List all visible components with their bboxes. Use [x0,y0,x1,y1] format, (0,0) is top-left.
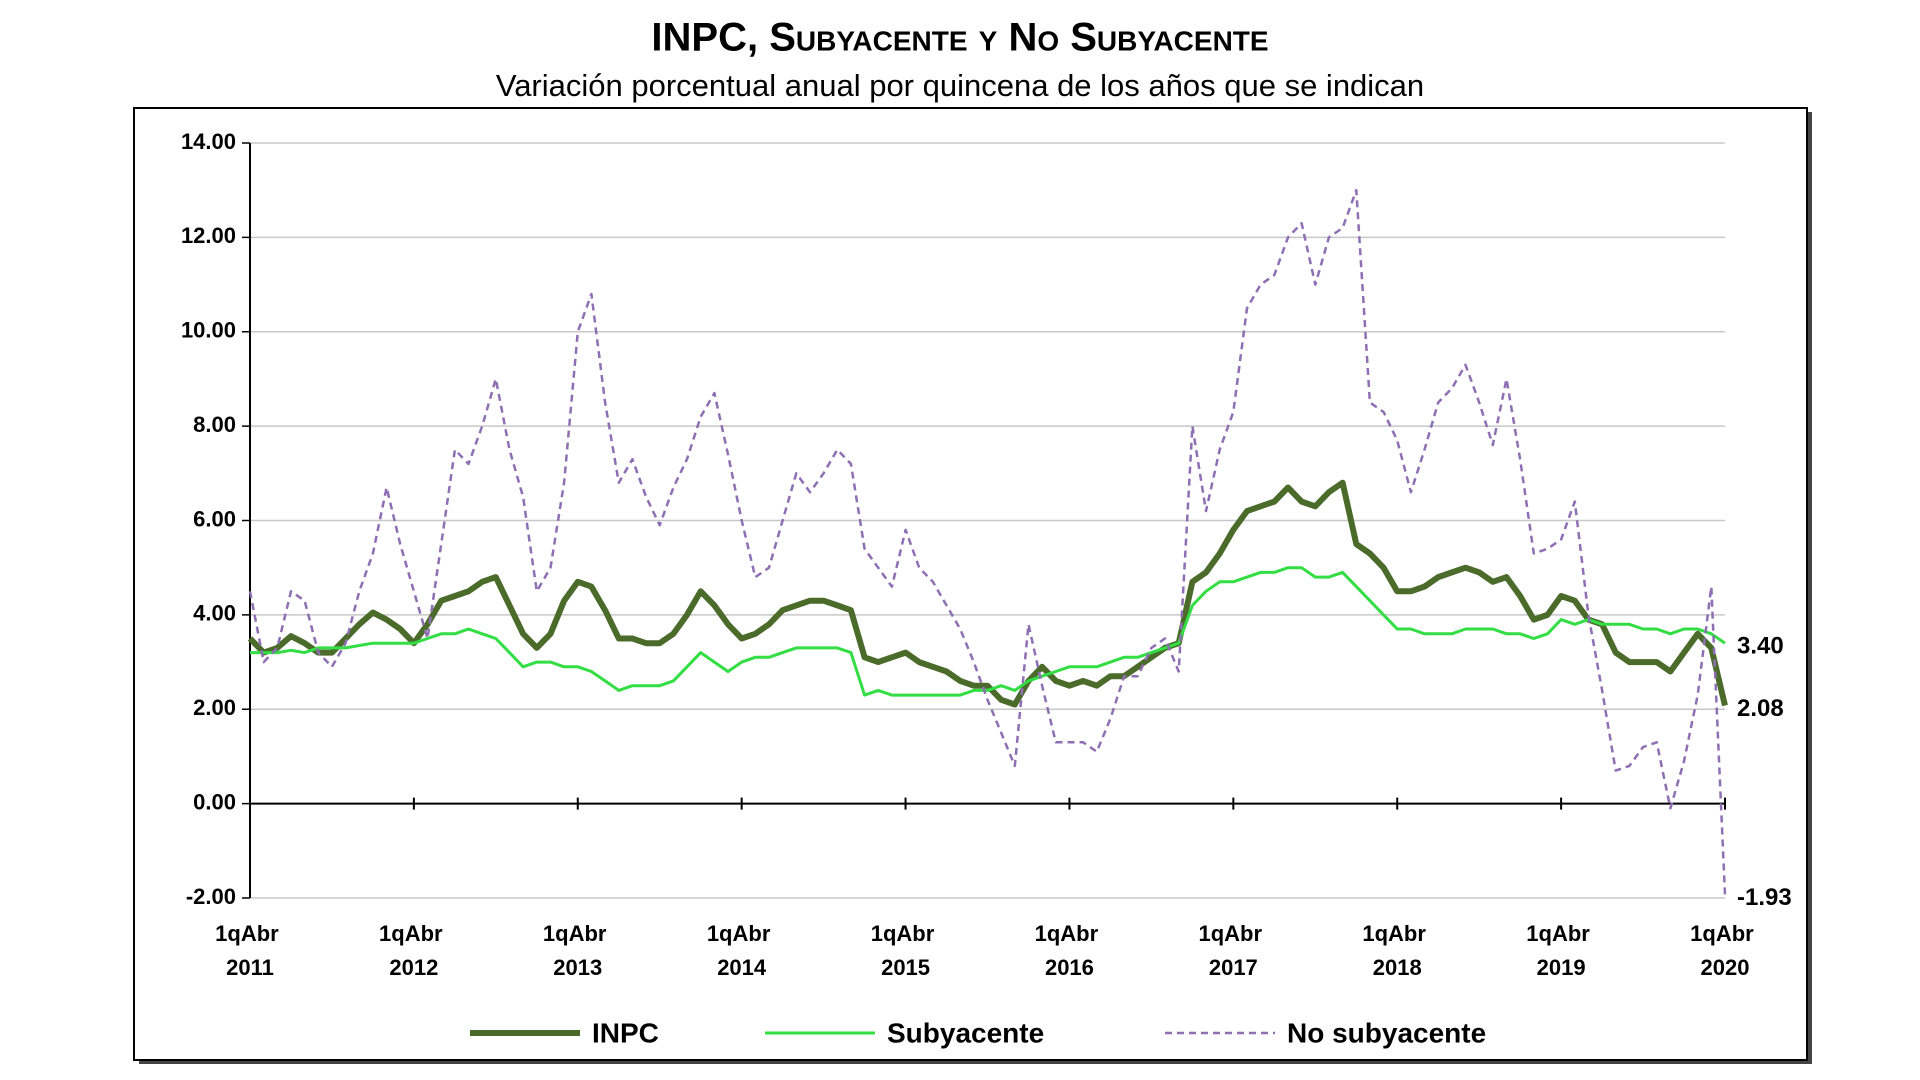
y-tick-label: 2.00 [193,695,236,720]
x-tick-label: 1qAbr 2018 [1362,921,1432,980]
x-tick-label: 1qAbr 2013 [543,921,613,980]
y-tick-label: 6.00 [193,506,236,531]
x-tick-label: 1qAbr 2020 [1690,921,1760,980]
y-tick-label: 8.00 [193,412,236,437]
frame [133,107,1808,1061]
y-tick-label: 4.00 [193,601,236,626]
end-label: -1.93 [1737,884,1792,911]
chart-title: INPC, Subyacente y No Subyacente [651,16,1268,60]
series-line [248,188,1727,895]
x-tick-label: 1qAbr 2015 [871,921,941,980]
end-label: 2.08 [1737,695,1784,722]
y-tick-label: 12.00 [181,223,236,248]
y-tick-label: 10.00 [181,318,236,343]
x-tick-label: 1qAbr 2011 [215,921,285,980]
y-tick-label: 0.00 [193,789,236,814]
x-tick-label: 1qAbr 2017 [1198,921,1268,980]
x-tick-label: 1qAbr 2014 [707,921,777,980]
y-tick-label: 14.00 [181,129,236,154]
x-tick-label: 1qAbr 2019 [1526,921,1596,980]
legend-label: No subyacente [1287,1017,1486,1048]
x-tick-label: 1qAbr 2012 [379,921,449,980]
x-tick-label: 1qAbr 2016 [1035,921,1105,980]
y-tick-label: -2.00 [186,884,236,909]
series-line [250,566,1726,697]
chart-subtitle: Variación porcentual anual por quincena … [496,68,1424,103]
legend-label: INPC [592,1017,659,1048]
legend-label: Subyacente [887,1017,1044,1048]
end-label: 3.40 [1737,633,1784,660]
series-line [247,479,1728,708]
